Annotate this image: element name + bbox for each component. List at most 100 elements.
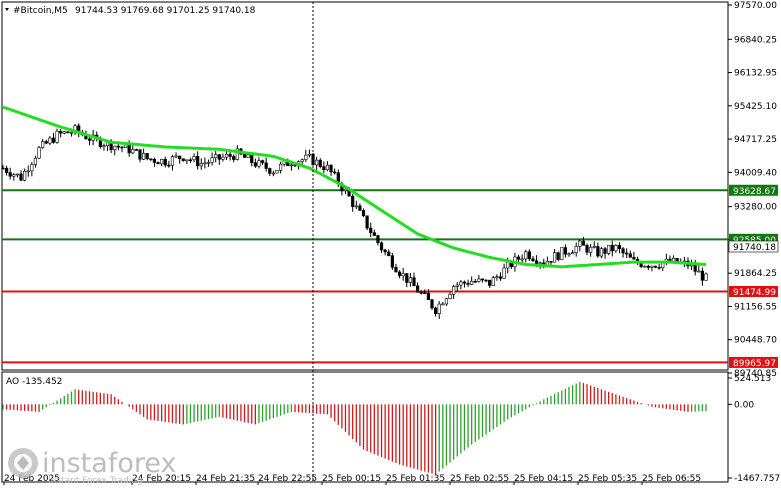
- candle-body: [466, 282, 470, 285]
- time-tick-label: 25 Feb 00:15: [322, 474, 381, 484]
- candle-body: [23, 170, 27, 181]
- support-1-label: 91474.99: [733, 288, 776, 298]
- candle-body: [278, 163, 283, 171]
- candle-body: [131, 149, 135, 154]
- candle-body: [12, 174, 16, 177]
- candle-body: [480, 278, 485, 281]
- candle-body: [484, 279, 488, 282]
- candle-body: [260, 160, 265, 164]
- candle-body: [354, 205, 358, 208]
- candle-body: [581, 240, 586, 246]
- support-2-label: 89965.97: [733, 359, 776, 369]
- candle-body: [44, 141, 48, 144]
- candle-body: [329, 164, 333, 173]
- candle-body: [300, 159, 304, 163]
- candle-body: [426, 292, 431, 301]
- candle-body: [520, 258, 524, 261]
- candle-body: [394, 266, 398, 273]
- watermark: instaforex Instant Forex Trading: [8, 448, 176, 486]
- candle-body: [538, 262, 542, 265]
- watermark-tagline: Instant Forex Trading: [48, 476, 143, 486]
- candle-body: [491, 277, 495, 286]
- candle-body: [145, 153, 149, 160]
- candle-body: [307, 153, 312, 156]
- candle-body: [199, 163, 203, 167]
- candle-body: [181, 158, 185, 161]
- candle-body: [379, 242, 384, 251]
- moving-average-line: [2, 105, 707, 269]
- ao-histogram: [2, 381, 707, 475]
- candle-body: [196, 156, 200, 167]
- candle-body: [250, 154, 254, 163]
- candle-body: [534, 260, 539, 264]
- candle-body: [152, 158, 157, 163]
- candle-body: [444, 298, 449, 305]
- candle-body: [333, 171, 337, 174]
- candle-body: [30, 164, 34, 172]
- moving-average: [2, 105, 707, 269]
- candle-body: [448, 294, 452, 299]
- support-2-label-box: [729, 356, 778, 368]
- candle-body: [390, 255, 394, 268]
- candle-body: [524, 251, 528, 260]
- price-tick-label: 91864.25: [734, 269, 777, 279]
- ao-axis: 524.513 0.00 -1467.757: [728, 374, 780, 484]
- candle-body: [188, 159, 193, 162]
- candle-body: [257, 160, 261, 167]
- price-tick-label: 97570.00: [734, 1, 777, 11]
- candle-body: [242, 153, 247, 158]
- candle-body: [26, 170, 30, 173]
- candle-body: [1, 167, 5, 170]
- time-tick-label: 24 Feb 2025: [4, 474, 60, 484]
- candle-body: [387, 251, 391, 257]
- candle-body: [455, 284, 459, 287]
- candle-body: [628, 253, 632, 258]
- candle-body: [473, 281, 477, 283]
- candle-body: [603, 248, 607, 254]
- candle-body: [149, 158, 153, 161]
- candle-body: [170, 156, 175, 166]
- candle-body: [253, 162, 257, 167]
- candle-body: [127, 143, 131, 154]
- candle-body: [221, 156, 225, 160]
- candle-body: [235, 148, 239, 160]
- candle-body: [462, 281, 467, 284]
- candle-body: [459, 281, 463, 286]
- candle-body: [452, 286, 456, 295]
- candle-body: [19, 173, 23, 181]
- candle-body: [37, 147, 41, 159]
- candle-body: [113, 145, 117, 150]
- candle-body: [214, 154, 218, 158]
- level-lines: [2, 189, 728, 364]
- time-tick-label: 25 Feb 02:55: [450, 474, 509, 484]
- candle-body: [700, 270, 704, 281]
- candle-body: [657, 267, 661, 269]
- candle-body: [246, 154, 250, 158]
- watermark-brand: instaforex: [42, 448, 176, 479]
- candle-body: [268, 168, 272, 174]
- candle-body: [434, 307, 438, 314]
- ohlc-values: 91744.53 91769.68 91701.25 91740.18: [75, 6, 256, 16]
- candle-body: [41, 141, 45, 148]
- candle-body: [693, 264, 697, 272]
- candle-body: [643, 265, 647, 268]
- candle-body: [441, 303, 445, 306]
- candle-body: [617, 245, 622, 250]
- logo-diamond-icon: [17, 456, 29, 470]
- candle-body: [203, 162, 207, 165]
- ao-tick-label: 0.00: [734, 400, 754, 410]
- candle-body: [369, 227, 373, 233]
- candles: [1, 123, 708, 320]
- ao-tick-label: 524.513: [734, 374, 771, 384]
- candle-body: [185, 159, 189, 162]
- candle-body: [264, 162, 268, 169]
- collapse-triangle-icon[interactable]: [5, 8, 9, 11]
- resistance-1-label: 93628.67: [733, 187, 776, 197]
- candle-body: [477, 278, 481, 282]
- candle-body: [495, 276, 499, 279]
- candle-body: [571, 252, 575, 255]
- candle-body: [48, 137, 52, 144]
- resistance-1-label-box: [729, 184, 778, 196]
